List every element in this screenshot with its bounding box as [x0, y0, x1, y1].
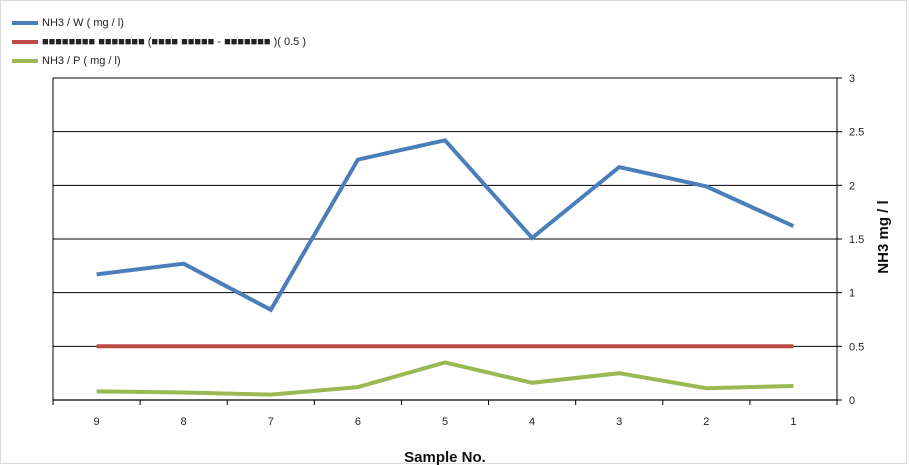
x-tick-label-3: 6	[355, 416, 361, 428]
legend-item-standard-limit: ■■■■■■■■ ■■■■■■■ (■■■■ ■■■■■ - ■■■■■■■ )…	[12, 32, 306, 51]
y-tick-label-6: 3	[849, 73, 855, 85]
x-tick-label-8: 1	[790, 416, 796, 428]
x-axis-title: Sample No.	[404, 449, 486, 465]
x-tick-label-1: 8	[181, 416, 187, 428]
x-tick-label-4: 5	[442, 416, 448, 428]
y-tick-label-2: 1	[849, 288, 855, 300]
x-tick-label-2: 7	[268, 416, 274, 428]
y-axis-title: NH3 mg / l	[875, 200, 892, 273]
y-tick-label-0: 0	[849, 395, 855, 407]
x-tick-label-0: 9	[93, 416, 99, 428]
legend-item-nh3-w: NH3 / W ( mg / l)	[12, 13, 306, 32]
legend: NH3 / W ( mg / l) ■■■■■■■■ ■■■■■■■ (■■■■…	[12, 13, 306, 70]
legend-swatch-nh3-p	[12, 58, 38, 63]
x-tick-label-5: 4	[529, 416, 535, 428]
x-tick-label-6: 3	[616, 416, 622, 428]
legend-swatch-standard-limit	[12, 39, 38, 44]
y-tick-label-3: 1.5	[849, 234, 864, 246]
legend-label-nh3-w: NH3 / W ( mg / l)	[42, 16, 124, 29]
y-tick-label-4: 2	[849, 180, 855, 192]
series-line-2	[96, 360, 794, 397]
legend-swatch-nh3-w	[12, 20, 38, 25]
x-tick-label-7: 2	[703, 416, 709, 428]
series-line-0	[96, 138, 795, 313]
y-tick-label-5: 2.5	[849, 127, 864, 139]
legend-item-nh3-p: NH3 / P ( mg / l)	[12, 51, 306, 70]
legend-label-nh3-p: NH3 / P ( mg / l)	[42, 54, 121, 67]
legend-label-standard-limit: ■■■■■■■■ ■■■■■■■ (■■■■ ■■■■■ - ■■■■■■■ )…	[42, 35, 307, 48]
y-tick-label-1: 0.5	[849, 341, 864, 353]
